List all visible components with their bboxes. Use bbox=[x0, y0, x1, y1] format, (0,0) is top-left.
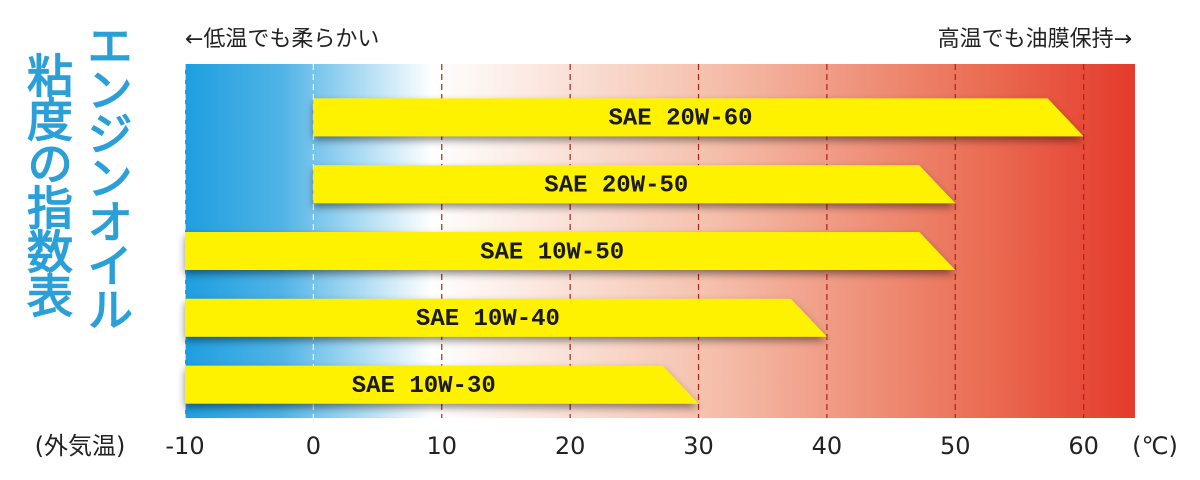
bar bbox=[185, 232, 956, 270]
x-tick-label: 50 bbox=[940, 432, 971, 460]
bar bbox=[185, 298, 827, 337]
title-line: エンジンオイル bbox=[80, 22, 134, 330]
bar bbox=[313, 165, 956, 204]
bar bbox=[313, 98, 1084, 137]
bar-label: SAE 10W-50 bbox=[480, 239, 624, 266]
title-line: 粘度の指数表 bbox=[20, 52, 74, 316]
x-tick-label: 20 bbox=[555, 432, 586, 460]
x-unit: (℃) bbox=[1132, 432, 1178, 460]
right-note: 高温でも油膜保持→ bbox=[938, 27, 1132, 52]
bar-label: SAE 10W-30 bbox=[352, 373, 496, 400]
x-tick-label: 60 bbox=[1068, 432, 1099, 460]
x-axis-label: (外気温) bbox=[35, 432, 126, 460]
x-tick-label: 10 bbox=[426, 432, 457, 460]
x-tick-label: -10 bbox=[165, 432, 204, 460]
x-tick-label: 40 bbox=[812, 432, 843, 460]
bar bbox=[185, 365, 699, 404]
x-tick-label: 0 bbox=[306, 432, 321, 460]
left-note: ←低温でも柔らかい bbox=[185, 27, 379, 52]
bar-label: SAE 20W-60 bbox=[608, 106, 752, 133]
x-tick-label: 30 bbox=[683, 432, 714, 460]
bar-label: SAE 10W-40 bbox=[416, 306, 560, 333]
bar-label: SAE 20W-50 bbox=[544, 173, 688, 200]
